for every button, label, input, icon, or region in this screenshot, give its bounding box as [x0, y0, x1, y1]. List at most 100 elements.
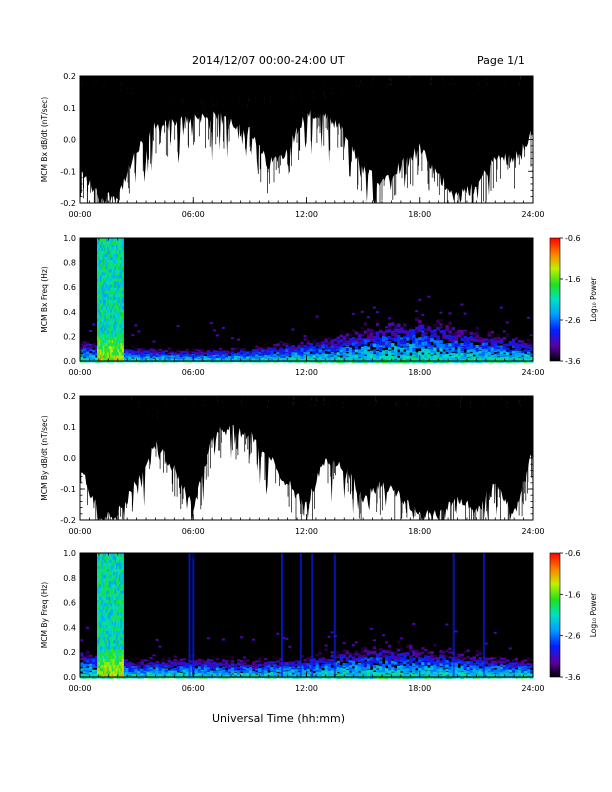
- spectrogram-cell: [252, 670, 256, 673]
- broadband-cell: [110, 339, 113, 344]
- broadband-cell: [120, 348, 123, 353]
- spectrogram-cell: [197, 653, 202, 656]
- spectrogram-cell: [330, 654, 335, 658]
- spectrogram-cell: [511, 358, 516, 361]
- spectrogram-cell: [315, 664, 319, 668]
- spectrogram-cell: [264, 662, 268, 665]
- spectrogram-speckle: [158, 645, 162, 648]
- spectrogram-cell: [309, 348, 313, 351]
- spectrogram-cell: [218, 357, 223, 360]
- spectrogram-cell: [514, 360, 519, 363]
- spectrogram-cell: [261, 357, 265, 360]
- broadband-cell: [121, 238, 124, 242]
- spectrogram-cell: [237, 353, 241, 355]
- spectrogram-cell: [149, 672, 153, 675]
- spectrogram-cell: [83, 358, 87, 361]
- broadband-cell: [108, 330, 111, 334]
- spectrogram-cell: [520, 338, 525, 341]
- broadband-cell: [101, 290, 104, 294]
- spectrogram-cell: [185, 672, 190, 675]
- broadband-cell: [121, 308, 124, 313]
- spectrogram-cell: [176, 660, 180, 663]
- spectrogram-cell: [137, 671, 141, 674]
- broadband-cell: [108, 284, 111, 288]
- spectrogram-cell: [306, 672, 310, 675]
- spectrogram-cell: [409, 333, 413, 337]
- spectrogram-cell: [427, 341, 431, 346]
- spectrogram-cell: [327, 658, 331, 662]
- broadband-cell: [120, 345, 123, 350]
- spectrogram-cell: [267, 655, 271, 658]
- broadband-cell: [97, 238, 99, 242]
- spectrogram-speckle: [252, 638, 256, 641]
- broadband-cell: [117, 296, 120, 300]
- spectrogram-cell: [339, 346, 344, 350]
- spectrogram-cell: [221, 354, 226, 357]
- spectrogram-cell: [234, 667, 238, 670]
- broadband-cell: [97, 308, 99, 313]
- spectrogram-cell: [221, 659, 226, 662]
- spectrogram-cell: [80, 661, 84, 665]
- broadband-cell: [120, 238, 123, 242]
- broadband-cell: [121, 357, 124, 362]
- spectrogram-cell: [360, 338, 365, 342]
- spectrogram-cell: [267, 349, 271, 351]
- spectrogram-cell: [255, 348, 259, 351]
- spectrogram-cell: [261, 666, 265, 669]
- spectrogram-cell: [448, 356, 452, 360]
- spectrogram-cell: [240, 674, 244, 677]
- spectrogram-cell: [89, 654, 93, 658]
- broadband-cell: [107, 293, 110, 297]
- broadband-cell: [105, 351, 108, 356]
- broadband-cell: [97, 333, 99, 337]
- spectrogram-cell: [80, 348, 84, 351]
- spectrogram-cell: [360, 352, 365, 356]
- broadband-cell: [104, 262, 107, 267]
- spectrogram-cell: [445, 343, 449, 347]
- spectrogram-cell: [140, 350, 144, 352]
- spectrogram-cell: [200, 671, 205, 674]
- spectrogram-cell: [252, 661, 256, 664]
- spectrogram-cell: [330, 674, 335, 678]
- spectrogram-cell: [297, 676, 301, 679]
- spectrogram-cell: [209, 662, 214, 665]
- spectrogram-cell: [499, 353, 504, 357]
- spectrogram-cell: [200, 655, 205, 658]
- spectrogram-cell: [505, 347, 510, 350]
- broadband-cell: [101, 317, 104, 322]
- spectrogram-cell: [146, 351, 150, 354]
- broadband-cell: [102, 284, 105, 288]
- broadband-cell: [111, 357, 114, 362]
- broadband-cell: [121, 351, 124, 356]
- spectrogram-cell: [128, 355, 132, 358]
- broadband-cell: [111, 253, 114, 257]
- spectrogram-cell: [200, 349, 205, 351]
- spectrogram-cell: [137, 669, 141, 672]
- spectrogram-cell: [255, 666, 259, 669]
- broadband-cell: [114, 311, 117, 316]
- spectrogram-cell: [505, 356, 510, 359]
- broadband-cell: [101, 342, 104, 347]
- broadband-cell: [121, 333, 124, 337]
- spectrogram-cell: [194, 355, 199, 358]
- spectrogram-cell: [185, 658, 190, 662]
- spectrogram-cell: [300, 665, 304, 669]
- spectrogram-cell: [231, 357, 235, 359]
- spectrogram-cell: [321, 665, 325, 668]
- broadband-cell: [105, 308, 108, 313]
- spectrogram-cell: [481, 326, 486, 329]
- spectrogram-cell: [137, 356, 141, 358]
- spectrogram-cell: [143, 659, 147, 662]
- broadband-cell: [114, 281, 117, 285]
- spectrogram-cell: [496, 357, 501, 360]
- spectrogram-cell: [418, 324, 422, 329]
- broadband-cell: [110, 250, 113, 254]
- spectrogram-cell: [134, 345, 138, 347]
- spectrogram-cell: [188, 676, 193, 679]
- spectrogram-cell: [267, 351, 271, 354]
- spectrogram-cell: [209, 352, 214, 355]
- spectrogram-cell: [348, 347, 353, 351]
- spectrogram-cell: [194, 674, 199, 677]
- spectrogram-cell: [400, 314, 404, 318]
- spectrogram-cell: [430, 355, 434, 360]
